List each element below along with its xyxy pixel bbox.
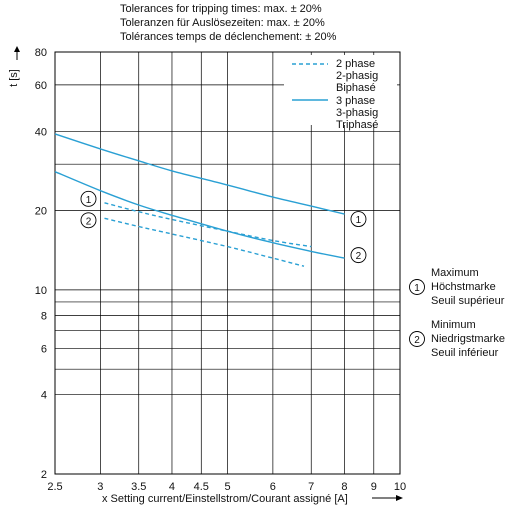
tolerance-line-en: Tolerances for tripping times: max. ± 20… [120,3,322,15]
x-tick-label: 8 [341,481,347,493]
x-tick-label: 5 [224,481,230,493]
marker-key-upper: 1 Maximum Höchstmarke Seuil supérieur [409,267,505,307]
x-tick-label: 2.5 [47,481,62,493]
y-tick-label: 80 [35,47,47,59]
y-axis-label: t [s] [8,69,20,87]
curve-3phase-lower [54,171,345,259]
legend-2phase-fr: Biphasé [336,82,376,94]
marker-3phase-lower-circle [350,247,367,264]
x-tick-label: 6 [270,481,276,493]
x-tick-label: 4.5 [194,481,209,493]
marker-key-lower-line2: Niedrigstmarke [431,333,505,345]
y-tick-label: 60 [35,80,47,92]
y-tick-label: 6 [41,343,47,355]
y-tick-label: 2 [41,469,47,481]
marker-key-upper-line1: Maximum [431,267,479,279]
marker-key-upper-line2: Höchstmarke [431,281,496,293]
chart-tick-labels: 2.5 3 3.5 4 4.5 5 6 7 8 9 10 2 4 6 8 10 20 40 60 80 [35,47,406,493]
marker-2phase-lower-circle [80,212,97,229]
x-tick-label: 9 [371,481,377,493]
legend-3phase-fr: Triphasé [336,119,378,131]
legend-2phase-de: 2-phasig [336,70,378,82]
marker-3phase-upper-label: 1 [356,215,362,226]
chart-grid [54,51,401,475]
marker-key-lower: 2 Minimum Niedrigstmarke Seuil inférieur [409,319,505,359]
chart-curves [54,133,345,267]
x-tick-label: 7 [308,481,314,493]
marker-2phase-lower-label: 2 [86,216,92,227]
x-tick-label: 4 [169,481,175,493]
marker-key-lower-line1: Minimum [431,319,476,331]
marker-key-lower-circle [409,331,425,347]
legend: 2 phase 2-phasig Biphasé 3 phase 3-phasi… [284,55,397,131]
y-tick-label: 10 [35,285,47,297]
y-axis-arrowhead [14,46,20,52]
x-tick-label: 3 [97,481,103,493]
marker-key-upper-circle [409,279,425,295]
marker-2phase-upper-circle [80,190,97,207]
marker-3phase-upper-circle [350,211,367,228]
x-axis-arrowhead [396,495,403,501]
y-tick-label: 20 [35,206,47,218]
tolerance-line-de: Toleranzen für Auslösezeiten: max. ± 20% [120,17,325,29]
legend-2phase-en: 2 phase [336,58,375,70]
x-tick-label: 10 [394,481,406,493]
marker-2phase-upper-label: 1 [86,195,92,206]
legend-3phase-de: 3-phasig [336,107,378,119]
marker-key-upper-symbol: 1 [414,283,420,294]
marker-key-lower-symbol: 2 [414,335,420,346]
x-axis-label: x Setting current/Einstellstrom/Courant … [102,493,348,505]
marker-key-upper-line3: Seuil supérieur [431,295,505,307]
legend-box [284,55,397,125]
y-tick-label: 4 [41,390,47,402]
marker-3phase-lower-label: 2 [356,251,362,262]
curve-markers: 1 2 1 2 [80,190,367,264]
curve-2phase-upper [104,202,312,248]
curve-3phase-upper [54,133,345,215]
marker-key-lower-line3: Seuil inférieur [431,347,499,359]
tolerance-line-fr: Tolérances temps de déclenchement: ± 20% [120,31,337,43]
curve-2phase-lower [104,217,305,267]
x-tick-label: 3.5 [131,481,146,493]
legend-3phase-en: 3 phase [336,95,375,107]
y-tick-label: 8 [41,310,47,322]
y-tick-label: 40 [35,126,47,138]
